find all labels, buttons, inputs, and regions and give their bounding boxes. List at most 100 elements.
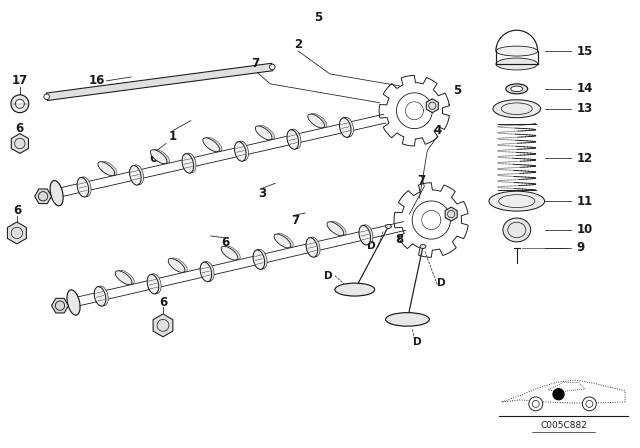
Ellipse shape (115, 271, 132, 284)
Ellipse shape (100, 161, 117, 175)
Text: D: D (413, 337, 422, 347)
Text: 5: 5 (314, 11, 322, 24)
Ellipse shape (258, 125, 275, 139)
Text: 7: 7 (252, 57, 259, 70)
Polygon shape (52, 298, 68, 313)
Ellipse shape (253, 250, 264, 269)
Ellipse shape (132, 165, 143, 185)
Ellipse shape (508, 222, 526, 238)
Ellipse shape (147, 274, 159, 294)
Text: D: D (437, 278, 445, 288)
Ellipse shape (98, 162, 115, 176)
Ellipse shape (150, 150, 167, 164)
Ellipse shape (310, 113, 327, 127)
Text: D: D (324, 271, 332, 281)
Ellipse shape (237, 141, 248, 161)
Ellipse shape (67, 290, 80, 315)
Ellipse shape (420, 245, 426, 249)
Ellipse shape (11, 95, 29, 113)
Text: 6: 6 (221, 237, 230, 250)
Ellipse shape (274, 234, 291, 248)
Polygon shape (8, 222, 26, 244)
Text: 8: 8 (396, 233, 404, 246)
Polygon shape (12, 134, 28, 154)
Circle shape (44, 94, 49, 99)
Ellipse shape (184, 153, 196, 172)
Text: 6: 6 (13, 203, 21, 216)
Ellipse shape (306, 237, 317, 257)
Ellipse shape (118, 270, 134, 284)
Ellipse shape (359, 225, 371, 245)
Text: 3: 3 (259, 187, 266, 200)
Ellipse shape (168, 258, 185, 272)
Text: 2: 2 (294, 38, 302, 51)
Circle shape (269, 64, 275, 70)
Ellipse shape (339, 118, 351, 138)
Ellipse shape (77, 177, 89, 197)
Ellipse shape (79, 177, 91, 196)
Ellipse shape (97, 286, 108, 306)
Ellipse shape (503, 218, 531, 242)
Text: 12: 12 (577, 152, 593, 165)
Ellipse shape (129, 166, 141, 185)
Circle shape (529, 397, 543, 411)
Text: 1: 1 (169, 130, 177, 143)
Ellipse shape (496, 58, 538, 70)
Text: 7: 7 (291, 214, 300, 227)
Ellipse shape (506, 84, 528, 94)
Ellipse shape (511, 86, 523, 91)
Ellipse shape (493, 100, 541, 118)
Ellipse shape (276, 233, 293, 247)
Ellipse shape (385, 224, 391, 228)
Ellipse shape (308, 237, 320, 257)
Text: 10: 10 (577, 224, 593, 237)
Ellipse shape (362, 225, 373, 244)
Ellipse shape (205, 138, 222, 151)
Polygon shape (46, 63, 273, 100)
Text: 16: 16 (88, 74, 104, 87)
Ellipse shape (50, 181, 63, 206)
Text: 9: 9 (577, 241, 585, 254)
Circle shape (586, 401, 593, 407)
Ellipse shape (501, 103, 532, 115)
Ellipse shape (342, 117, 353, 137)
Ellipse shape (200, 262, 212, 282)
Ellipse shape (150, 274, 161, 293)
Text: 11: 11 (577, 194, 593, 207)
Ellipse shape (308, 114, 324, 128)
Text: C005C882: C005C882 (540, 421, 587, 430)
Text: 15: 15 (577, 45, 593, 58)
Ellipse shape (327, 222, 344, 236)
Text: 17: 17 (12, 74, 28, 87)
Polygon shape (35, 189, 52, 203)
Text: 4: 4 (433, 124, 442, 137)
Text: 14: 14 (577, 82, 593, 95)
Circle shape (532, 401, 540, 407)
Ellipse shape (221, 246, 238, 260)
Ellipse shape (171, 258, 188, 272)
Ellipse shape (385, 313, 429, 326)
Ellipse shape (202, 262, 214, 281)
Ellipse shape (15, 99, 24, 108)
Ellipse shape (489, 191, 545, 211)
Ellipse shape (496, 46, 538, 56)
Ellipse shape (255, 126, 272, 140)
Text: D: D (367, 241, 376, 251)
Ellipse shape (153, 149, 170, 163)
Ellipse shape (182, 154, 193, 173)
Text: 6: 6 (16, 122, 24, 135)
Ellipse shape (234, 142, 246, 161)
Ellipse shape (289, 129, 301, 149)
Ellipse shape (255, 250, 267, 269)
Ellipse shape (330, 221, 346, 235)
Polygon shape (153, 314, 173, 337)
Text: 7: 7 (417, 174, 426, 187)
Text: 5: 5 (453, 84, 461, 97)
Text: 6: 6 (149, 152, 157, 165)
Ellipse shape (94, 287, 106, 306)
Ellipse shape (203, 138, 220, 152)
Polygon shape (445, 207, 457, 221)
Text: 13: 13 (577, 102, 593, 115)
Ellipse shape (499, 195, 535, 207)
Ellipse shape (335, 283, 374, 296)
